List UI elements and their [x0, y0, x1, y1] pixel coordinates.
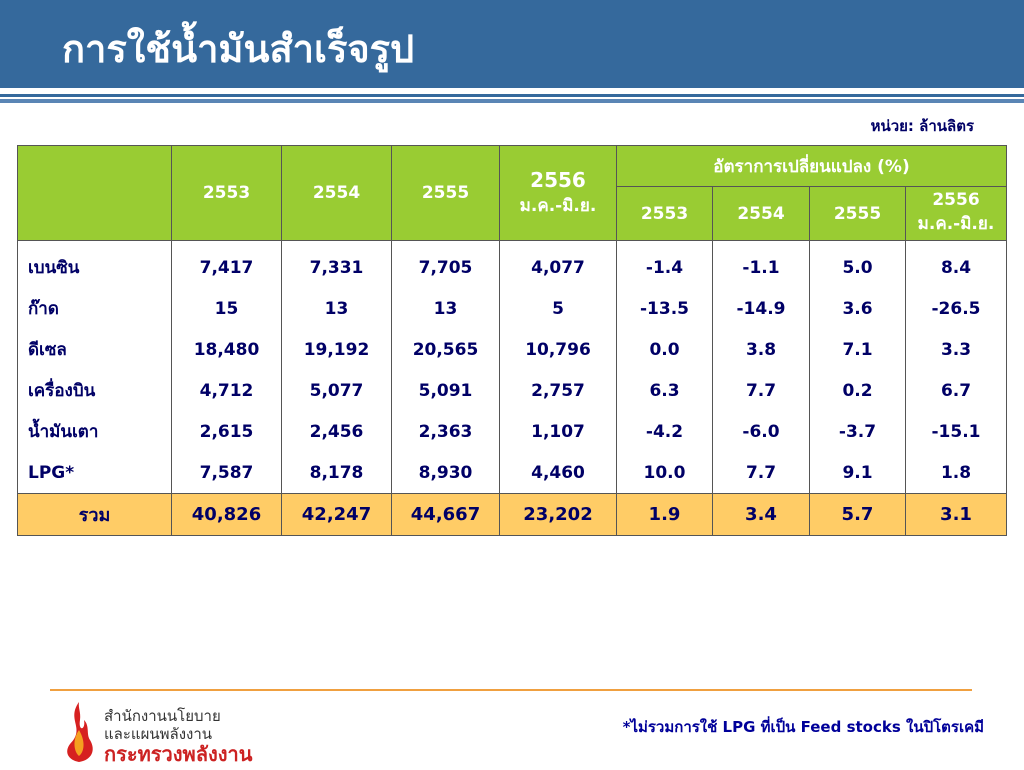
cell: 8,178	[281, 452, 392, 494]
cell: 1,107	[499, 411, 617, 452]
cell: 1.9	[616, 493, 713, 536]
title: การใช้น้ำมันสำเร็จรูป	[62, 27, 415, 71]
cell: 3.3	[905, 329, 1007, 370]
col-head: 2553	[616, 186, 713, 241]
cell: 5.0	[809, 240, 906, 288]
period: ม.ค.-มิ.ย.	[917, 214, 995, 234]
corner	[17, 145, 172, 241]
table-body: เบนซิน 7,417 7,331 7,705 4,077 -1.4 -1.1 5.0 8.4…	[17, 240, 1007, 536]
row-label: เบนซิน	[17, 240, 172, 288]
cell: 3.6	[809, 288, 906, 329]
cell: 0.0	[616, 329, 713, 370]
cell: 5,091	[391, 370, 500, 411]
data-table: 2553 2554 2555 2556 ม.ค.-มิ.ย. อัตราการเป…	[17, 145, 1007, 536]
table-row: LPG* 7,587 8,178 8,930 4,460 10.0 7.7 9.1 1.8	[17, 452, 1007, 494]
table-row: ดีเซล 18,480 19,192 20,565 10,796 0.0 3.8 7.1 3.…	[17, 329, 1007, 370]
cell: 23,202	[499, 493, 617, 536]
cell: -1.1	[712, 240, 810, 288]
cell: 18,480	[171, 329, 282, 370]
group-head: อัตราการเปลี่ยนแปลง (%)	[616, 145, 1007, 187]
cell: -14.9	[712, 288, 810, 329]
cell: 10,796	[499, 329, 617, 370]
cell: 6.3	[616, 370, 713, 411]
unit: หน่วย: ล้านลิตร	[870, 117, 974, 135]
header-bar: การใช้น้ำมันสำเร็จรูป	[0, 0, 1024, 88]
cell: -26.5	[905, 288, 1007, 329]
period: ม.ค.-มิ.ย.	[519, 195, 597, 216]
col-head: 2554	[712, 186, 810, 241]
row-label: LPG*	[17, 452, 172, 494]
cell: 15	[171, 288, 282, 329]
cell: 4,460	[499, 452, 617, 494]
cell: 7,331	[281, 240, 392, 288]
cell: 10.0	[616, 452, 713, 494]
col-head: 2555	[809, 186, 906, 241]
logo	[67, 702, 93, 762]
cell: 40,826	[171, 493, 282, 536]
cell: -3.7	[809, 411, 906, 452]
cell: 1.8	[905, 452, 1007, 494]
table-row: น้ำมันเตา 2,615 2,456 2,363 1,107 -4.2 -6.0 -3.…	[17, 411, 1007, 452]
cell: 19,192	[281, 329, 392, 370]
stripe	[0, 99, 1024, 103]
table-row: เครื่องบิน 4,712 5,077 5,091 2,757 6.3 7.7 0.2 6…	[17, 370, 1007, 411]
footnote: *ไม่รวมการใช้ LPG ที่เป็น Feed stocks ใน…	[622, 718, 984, 736]
cell: 8,930	[391, 452, 500, 494]
cell: -15.1	[905, 411, 1007, 452]
cell: 7.1	[809, 329, 906, 370]
org-name: สำนักงานนโยบาย และแผนพลังงาน	[104, 707, 221, 743]
row-label: เครื่องบิน	[17, 370, 172, 411]
row-label: น้ำมันเตา	[17, 411, 172, 452]
cell: 8.4	[905, 240, 1007, 288]
cell: 3.4	[712, 493, 810, 536]
ministry: กระทรวงพลังงาน	[104, 742, 253, 766]
cell: 5	[499, 288, 617, 329]
cell: 4,712	[171, 370, 282, 411]
org-line: สำนักงานนโยบาย	[104, 707, 221, 725]
cell: 0.2	[809, 370, 906, 411]
cell: 6.7	[905, 370, 1007, 411]
cell: 2,363	[391, 411, 500, 452]
cell: 44,667	[391, 493, 500, 536]
cell: 7.7	[712, 370, 810, 411]
cell: -13.5	[616, 288, 713, 329]
cell: 7,705	[391, 240, 500, 288]
col-head: 2556 ม.ค.-มิ.ย.	[499, 145, 617, 241]
cell: 5.7	[809, 493, 906, 536]
cell: 13	[281, 288, 392, 329]
cell: -4.2	[616, 411, 713, 452]
row-label: ก๊าด	[17, 288, 172, 329]
cell: -6.0	[712, 411, 810, 452]
org-line: และแผนพลังงาน	[104, 725, 213, 743]
cell: 7,587	[171, 452, 282, 494]
col-head: 2556 ม.ค.-มิ.ย.	[905, 186, 1007, 241]
cell: 3.8	[712, 329, 810, 370]
footer-line	[50, 689, 972, 691]
col-head: 2555	[391, 145, 500, 241]
cell: 2,757	[499, 370, 617, 411]
stripe	[0, 94, 1024, 97]
cell: 7.7	[712, 452, 810, 494]
table-row: เบนซิน 7,417 7,331 7,705 4,077 -1.4 -1.1 5.0 8.4	[17, 240, 1007, 288]
col-head: 2554	[281, 145, 392, 241]
year: 2556	[932, 190, 980, 210]
table-row: รวม 40,826 42,247 44,667 23,202 1.9 3.4 5.7 3.1	[17, 493, 1007, 536]
row-label: ดีเซล	[17, 329, 172, 370]
cell: 3.1	[905, 493, 1007, 536]
cell: 20,565	[391, 329, 500, 370]
cell: -1.4	[616, 240, 713, 288]
table-row: ก๊าด 15 13 13 5 -13.5 -14.9 3.6 -26.5	[17, 288, 1007, 329]
cell: 2,615	[171, 411, 282, 452]
cell: 42,247	[281, 493, 392, 536]
cell: 9.1	[809, 452, 906, 494]
col-head: 2553	[171, 145, 282, 241]
row-label: รวม	[17, 493, 172, 536]
cell: 7,417	[171, 240, 282, 288]
year: 2556	[530, 167, 586, 192]
cell: 4,077	[499, 240, 617, 288]
cell: 2,456	[281, 411, 392, 452]
cell: 13	[391, 288, 500, 329]
cell: 5,077	[281, 370, 392, 411]
